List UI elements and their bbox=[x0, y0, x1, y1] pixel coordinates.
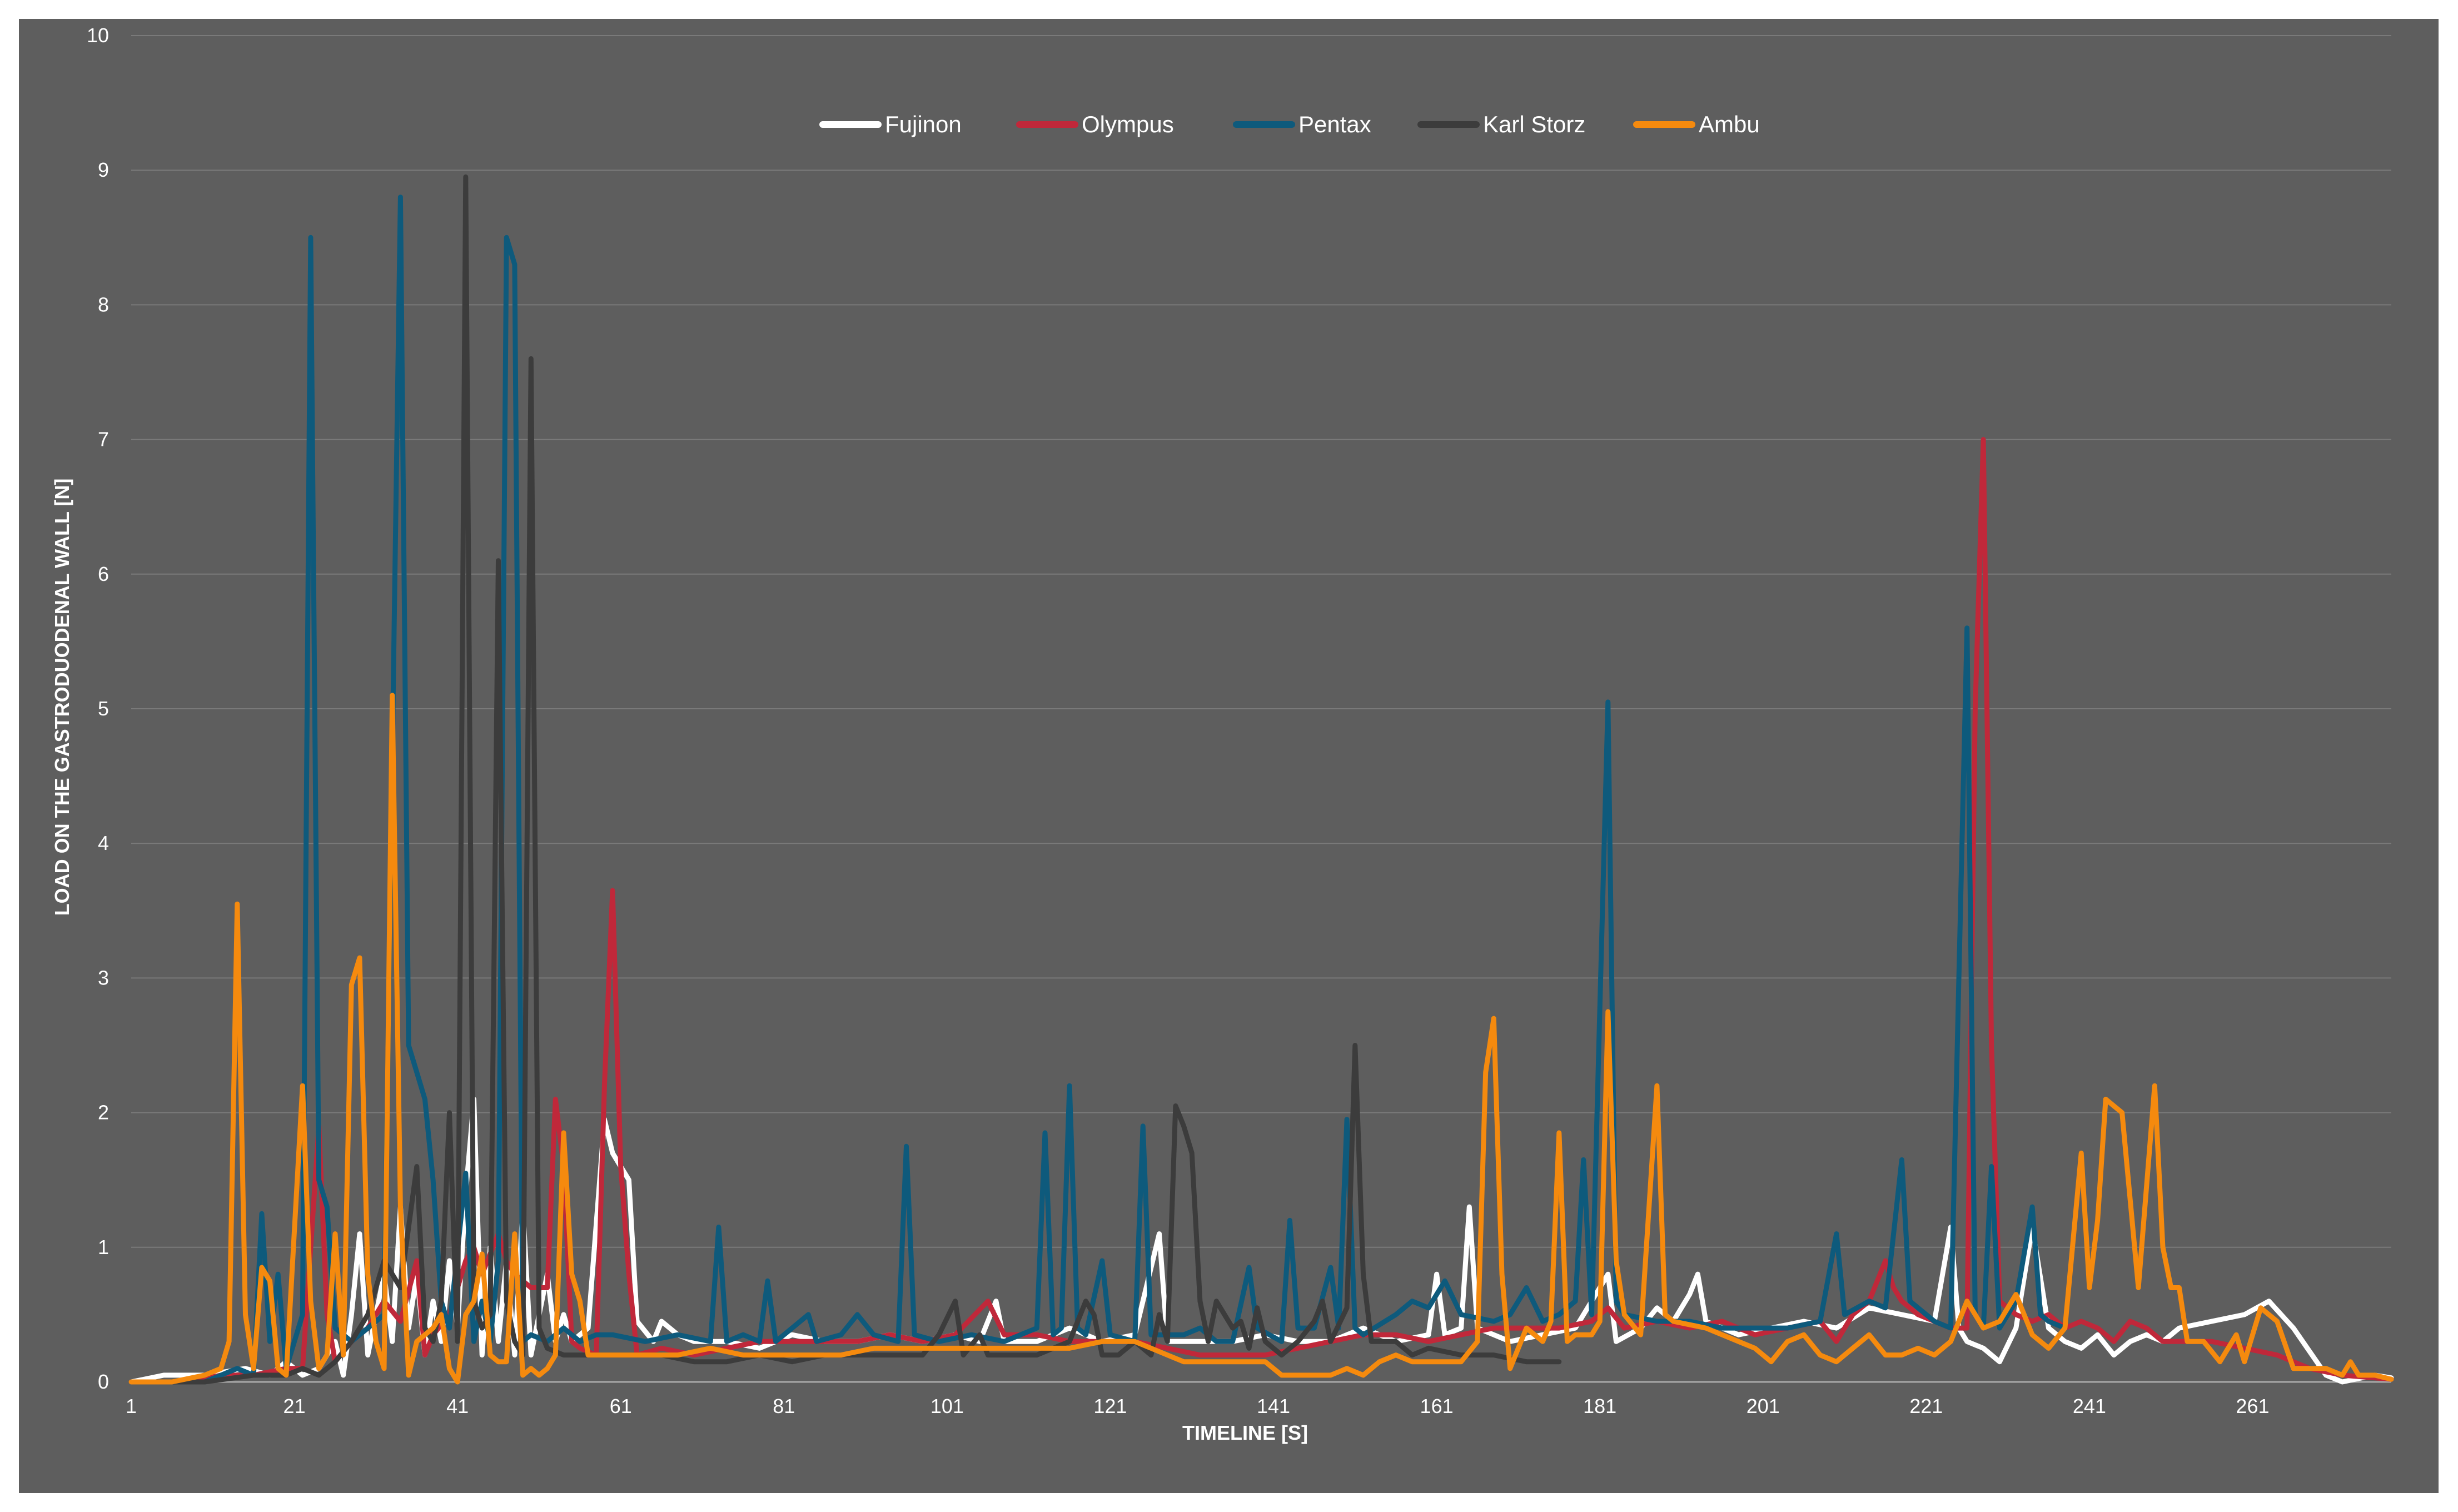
x-tick-label-4: 81 bbox=[773, 1395, 795, 1418]
y-tick-label-9: 9 bbox=[98, 158, 109, 181]
x-axis-ticks: 1 21 41 61 81 101 121 141 161 181 201 221 241 261 bbox=[126, 1395, 2270, 1418]
y-tick-label-8: 8 bbox=[98, 293, 109, 316]
y-tick-label-1: 1 bbox=[98, 1236, 109, 1259]
legend-item-karl-storz: Karl Storz bbox=[1417, 111, 1585, 137]
x-tick-label-7: 141 bbox=[1257, 1395, 1290, 1418]
y-tick-label-4: 4 bbox=[98, 832, 109, 854]
x-tick-label-3: 61 bbox=[610, 1395, 632, 1418]
x-tick-label-8: 161 bbox=[1420, 1395, 1454, 1418]
y-tick-label-3: 3 bbox=[98, 966, 109, 989]
series-line-pentax bbox=[128, 195, 2068, 1385]
x-tick-label-11: 221 bbox=[1909, 1395, 1943, 1418]
series-line-karl-storz bbox=[128, 174, 1562, 1385]
legend-label-karl-storz: Karl Storz bbox=[1483, 111, 1585, 137]
legend-item-olympus: Olympus bbox=[1016, 111, 1174, 137]
y-tick-label-2: 2 bbox=[98, 1101, 109, 1124]
y-tick-label-5: 5 bbox=[98, 697, 109, 720]
legend-item-ambu: Ambu bbox=[1633, 111, 1760, 137]
series-line-fujinon bbox=[128, 1096, 2394, 1385]
legend-label-fujinon: Fujinon bbox=[885, 111, 962, 137]
legend-label-olympus: Olympus bbox=[1082, 111, 1174, 137]
legend-label-pentax: Pentax bbox=[1298, 111, 1371, 137]
x-tick-label-10: 201 bbox=[1747, 1395, 1780, 1418]
series-line-ambu bbox=[128, 693, 2394, 1385]
legend-item-pentax: Pentax bbox=[1233, 111, 1371, 137]
y-axis-ticks: 0 1 2 3 4 5 6 7 8 9 10 bbox=[87, 24, 109, 1393]
x-axis-title: TIMELINE [S] bbox=[1182, 1421, 1308, 1444]
y-tick-label-10: 10 bbox=[87, 24, 109, 47]
series-lines bbox=[128, 174, 2394, 1385]
y-axis-title: LOAD ON THE GASTRODUODENAL WALL [N] bbox=[51, 479, 73, 916]
x-tick-label-0: 1 bbox=[126, 1395, 137, 1418]
x-tick-label-1: 21 bbox=[283, 1395, 306, 1418]
x-tick-label-2: 41 bbox=[446, 1395, 469, 1418]
y-tick-label-7: 7 bbox=[98, 428, 109, 451]
legend-label-ambu: Ambu bbox=[1699, 111, 1760, 137]
legend-item-fujinon: Fujinon bbox=[819, 111, 962, 137]
legend: Fujinon Olympus Pentax Karl Storz Ambu bbox=[819, 111, 1760, 137]
x-tick-label-6: 121 bbox=[1093, 1395, 1127, 1418]
x-tick-label-5: 101 bbox=[931, 1395, 964, 1418]
x-tick-label-12: 241 bbox=[2073, 1395, 2106, 1418]
y-tick-label-6: 6 bbox=[98, 563, 109, 585]
y-tick-label-0: 0 bbox=[98, 1370, 109, 1393]
x-tick-label-9: 181 bbox=[1583, 1395, 1616, 1418]
x-tick-label-13: 261 bbox=[2236, 1395, 2269, 1418]
chart-svg: 1 21 41 61 81 101 121 141 161 181 201 221 241 261 012… bbox=[51, 24, 2394, 1444]
